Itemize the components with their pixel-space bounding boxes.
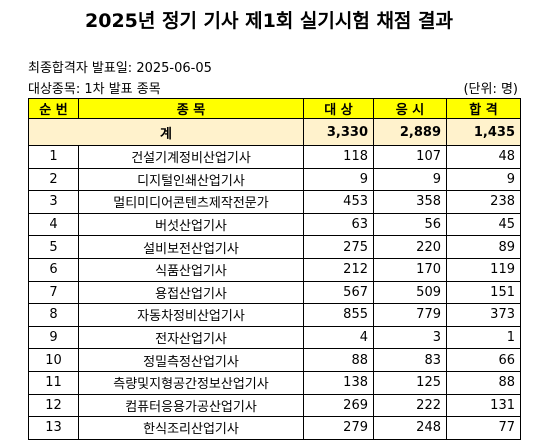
row-number: 1 (28, 145, 79, 169)
total-label: 계 (28, 118, 304, 146)
data-row: 13 한식조리산업기사 279 248 77 (28, 416, 521, 440)
total-value: 3,330 (303, 118, 374, 146)
passed: 9 (446, 167, 521, 192)
data-row: 11 측량및지형공간정보산업기사 138 125 88 (28, 370, 521, 395)
announce-date: 최종합격자 발표일: 2025-06-05 (28, 61, 212, 76)
subject: 용접산업기사 (78, 280, 304, 305)
total-value: 2,889 (373, 118, 447, 146)
applicants: 88 (303, 348, 374, 372)
applicants: 212 (303, 257, 374, 282)
applicants: 118 (303, 145, 374, 169)
column-header: 순 번 (28, 98, 79, 119)
applicants: 269 (303, 393, 374, 418)
row-number: 2 (28, 167, 79, 192)
examinees: 3 (373, 325, 447, 350)
passed: 66 (446, 348, 521, 372)
data-row: 5 설비보전산업기사 275 220 89 (28, 235, 521, 259)
row-number: 4 (28, 212, 79, 237)
examinees: 9 (373, 167, 447, 192)
row-number: 11 (28, 370, 79, 395)
passed: 48 (446, 145, 521, 169)
row-number: 5 (28, 235, 79, 259)
total-value: 1,435 (446, 118, 521, 146)
passed: 238 (446, 190, 521, 214)
examinees: 170 (373, 257, 447, 282)
passed: 131 (446, 393, 521, 418)
examinees: 107 (373, 145, 447, 169)
applicants: 855 (303, 303, 374, 327)
passed: 89 (446, 235, 521, 259)
subject: 컴퓨터응용가공산업기사 (78, 393, 304, 418)
subject: 한식조리산업기사 (78, 416, 304, 440)
applicants: 275 (303, 235, 374, 259)
applicants: 279 (303, 416, 374, 440)
title: 2025년 정기 기사 제1회 실기시험 채점 결과 (85, 10, 453, 32)
subject: 디지털인쇄산업기사 (78, 167, 304, 192)
data-row: 1 건설기계정비산업기사 118 107 48 (28, 145, 521, 169)
row-number: 3 (28, 190, 79, 214)
subject: 식품산업기사 (78, 257, 304, 282)
data-row: 4 버섯산업기사 63 56 45 (28, 212, 521, 237)
subject: 측량및지형공간정보산업기사 (78, 370, 304, 395)
passed: 373 (446, 303, 521, 327)
passed: 45 (446, 212, 521, 237)
subject: 정밀측정산업기사 (78, 348, 304, 372)
total-row: 계 3,330 2,889 1,435 (28, 118, 521, 146)
examinees: 248 (373, 416, 447, 440)
row-number: 6 (28, 257, 79, 282)
data-row: 3 멀티미디어콘텐츠제작전문가 453 358 238 (28, 190, 521, 214)
examinees: 509 (373, 280, 447, 305)
examinees: 56 (373, 212, 447, 237)
applicants: 567 (303, 280, 374, 305)
subject: 멀티미디어콘텐츠제작전문가 (78, 190, 304, 214)
applicants: 453 (303, 190, 374, 214)
subject: 버섯산업기사 (78, 212, 304, 237)
examinees: 779 (373, 303, 447, 327)
subject: 자동차정비산업기사 (78, 303, 304, 327)
column-header: 합 격 (446, 98, 521, 119)
table-body: 계 3,330 2,889 1,435 1 건설기계정비산업기사 118 107 48 2 디지털인… (28, 118, 521, 440)
subject: 건설기계정비산업기사 (78, 145, 304, 169)
data-row: 12 컴퓨터응용가공산업기사 269 222 131 (28, 393, 521, 418)
subject: 설비보전산업기사 (78, 235, 304, 259)
data-row: 9 전자산업기사 4 3 1 (28, 325, 521, 350)
subject: 전자산업기사 (78, 325, 304, 350)
applicants: 63 (303, 212, 374, 237)
applicants: 9 (303, 167, 374, 192)
examinees: 220 (373, 235, 447, 259)
column-header: 대 상 (303, 98, 374, 119)
examinees: 125 (373, 370, 447, 395)
row-number: 9 (28, 325, 79, 350)
row-number: 12 (28, 393, 79, 418)
examinees: 222 (373, 393, 447, 418)
row-number: 8 (28, 303, 79, 327)
examinees: 83 (373, 348, 447, 372)
passed: 1 (446, 325, 521, 350)
unit: (단위: 명) (463, 82, 518, 97)
row-number: 7 (28, 280, 79, 305)
passed: 119 (446, 257, 521, 282)
column-header: 종 목 (78, 98, 304, 119)
row-number: 10 (28, 348, 79, 372)
applicants: 4 (303, 325, 374, 350)
data-row: 7 용접산업기사 567 509 151 (28, 280, 521, 305)
data-row: 10 정밀측정산업기사 88 83 66 (28, 348, 521, 372)
target: 대상종목: 1차 발표 종목 (28, 82, 161, 97)
data-row: 6 식품산업기사 212 170 119 (28, 257, 521, 282)
applicants: 138 (303, 370, 374, 395)
passed: 88 (446, 370, 521, 395)
row-number: 13 (28, 416, 79, 440)
data-row: 2 디지털인쇄산업기사 9 9 9 (28, 167, 521, 192)
examinees: 358 (373, 190, 447, 214)
column-header: 응 시 (373, 98, 447, 119)
passed: 151 (446, 280, 521, 305)
passed: 77 (446, 416, 521, 440)
data-row: 8 자동차정비산업기사 855 779 373 (28, 303, 521, 327)
